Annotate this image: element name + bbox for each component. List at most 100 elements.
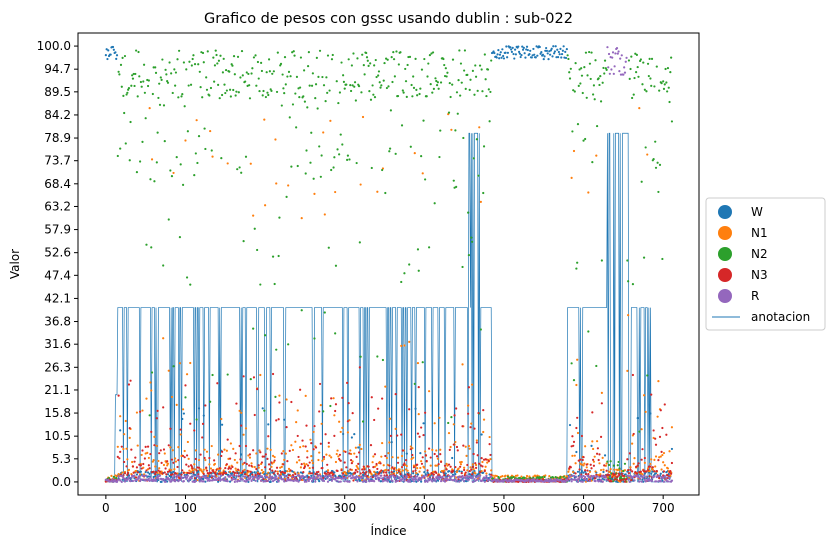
point-n3: [231, 465, 234, 469]
point-n1: [670, 426, 674, 429]
point-n2: [646, 62, 650, 65]
point-r: [185, 476, 189, 479]
legend-box: [705, 197, 826, 331]
point-r: [267, 477, 271, 481]
point-r: [466, 478, 469, 481]
point-n3: [473, 427, 476, 430]
point-r: [420, 478, 423, 481]
point-r: [412, 477, 415, 481]
point-r: [478, 474, 482, 477]
point-n3: [330, 397, 333, 400]
point-r: [439, 475, 442, 478]
point-n2: [303, 69, 306, 72]
point-n1: [145, 397, 148, 400]
point-n1: [329, 119, 332, 122]
point-n3: [264, 453, 267, 456]
point-n2: [231, 64, 234, 67]
point-n2: [405, 95, 408, 98]
point-r: [293, 475, 296, 478]
point-n2: [394, 152, 397, 155]
point-n1: [576, 431, 580, 435]
point-r: [386, 480, 389, 483]
point-n1: [643, 461, 646, 464]
point-n2: [369, 98, 373, 101]
point-n1: [387, 452, 390, 455]
point-r: [393, 477, 396, 481]
point-r: [473, 478, 476, 481]
point-r: [639, 474, 642, 477]
point-r: [404, 477, 407, 480]
point-n3: [480, 457, 483, 460]
point-w: [521, 45, 524, 48]
point-w: [535, 45, 538, 48]
point-n3: [127, 471, 130, 475]
point-w: [106, 57, 109, 61]
point-r: [373, 480, 376, 483]
point-n1: [341, 426, 344, 429]
point-n2: [189, 83, 193, 86]
point-n2: [190, 64, 193, 67]
point-n3: [250, 464, 253, 468]
point-n2: [305, 149, 308, 152]
point-n1: [412, 456, 415, 459]
point-n2: [277, 254, 280, 258]
point-n3: [334, 403, 338, 406]
point-n3: [361, 471, 365, 474]
point-r: [326, 477, 329, 480]
point-n1: [395, 469, 398, 472]
point-n2: [654, 166, 658, 169]
point-n2: [584, 137, 587, 141]
point-n1: [601, 456, 604, 459]
point-n1: [415, 471, 418, 475]
point-n3: [404, 459, 408, 462]
point-n2: [423, 57, 426, 61]
point-n1: [157, 459, 160, 463]
point-n2: [283, 55, 287, 59]
point-n1: [417, 413, 420, 416]
point-n2: [169, 169, 172, 172]
point-n1: [358, 443, 361, 446]
point-n2: [274, 395, 277, 398]
point-n3: [168, 469, 171, 473]
point-n3: [336, 469, 339, 473]
point-n2: [468, 88, 471, 91]
point-n1: [319, 404, 322, 407]
point-n3: [308, 461, 311, 464]
point-w: [514, 53, 517, 56]
point-n1: [110, 474, 113, 477]
point-n3: [285, 426, 288, 429]
point-n2: [646, 374, 649, 377]
point-r: [158, 474, 162, 477]
point-n2: [667, 86, 670, 89]
point-n2: [137, 50, 140, 54]
point-r: [304, 475, 307, 478]
x-tick-label: 300: [333, 501, 356, 515]
point-r: [149, 476, 152, 479]
point-n1: [187, 457, 190, 460]
point-n2: [367, 64, 370, 67]
point-n3: [472, 452, 475, 456]
point-n3: [134, 456, 137, 459]
point-n1: [295, 421, 298, 424]
point-n3: [433, 452, 436, 456]
point-n2: [262, 89, 265, 93]
point-n1: [167, 369, 170, 372]
point-n3: [299, 388, 302, 391]
point-r: [235, 474, 238, 477]
point-n3: [136, 471, 139, 474]
point-n3: [252, 376, 256, 379]
point-n2: [356, 57, 359, 60]
point-n2: [589, 77, 592, 81]
point-r: [219, 479, 222, 482]
point-n2: [222, 57, 225, 60]
point-n3: [290, 400, 293, 404]
point-n2: [666, 90, 669, 93]
point-n3: [149, 452, 152, 456]
x-tick-label: 400: [413, 501, 436, 515]
point-r: [464, 477, 467, 480]
point-w: [554, 45, 557, 48]
point-n3: [249, 470, 252, 473]
point-r: [261, 476, 264, 479]
point-n1: [602, 468, 605, 471]
point-n2: [147, 79, 150, 82]
